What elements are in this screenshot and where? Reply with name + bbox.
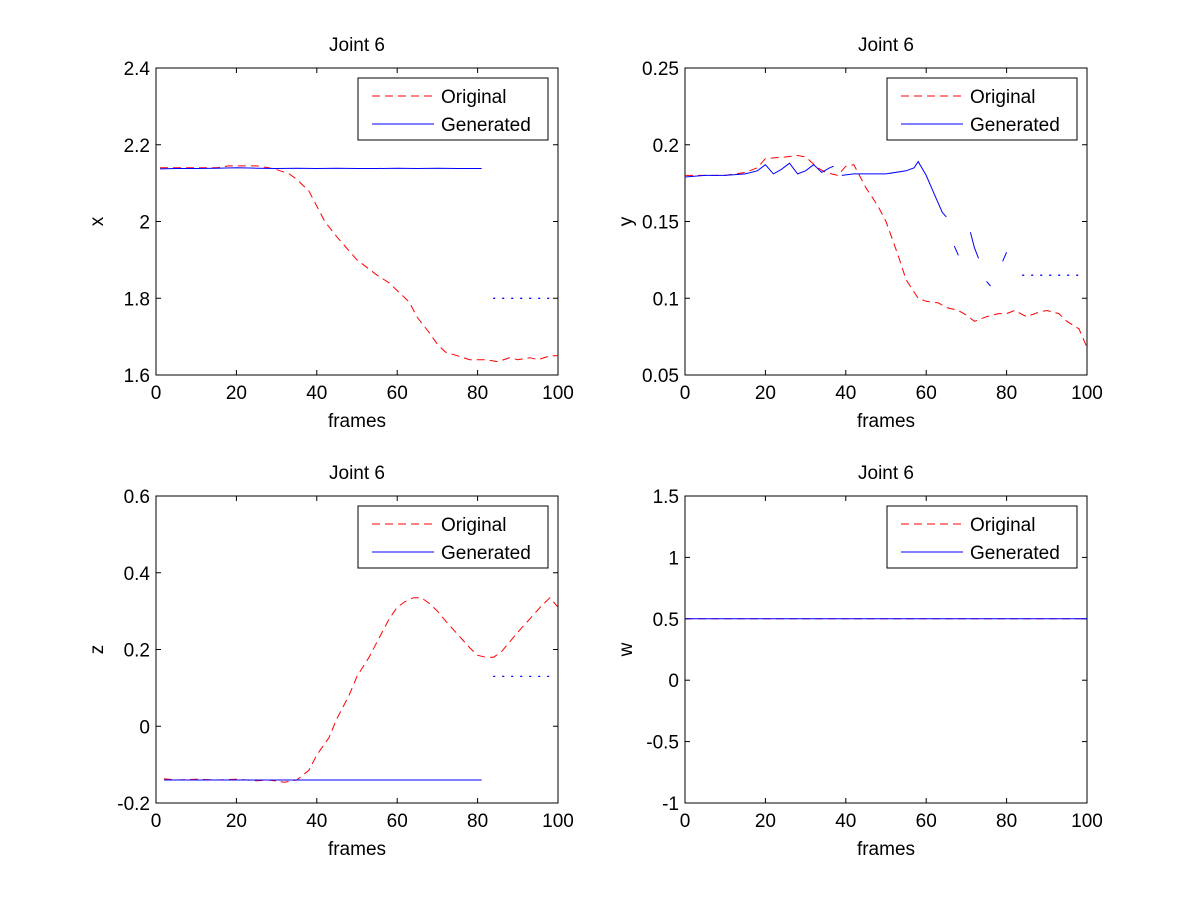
y-tick-label: 2.4 [124, 59, 151, 80]
series-line-original [685, 154, 1087, 348]
x-tick-label: 40 [306, 811, 327, 832]
legend: Original Generated [886, 505, 1078, 569]
y-tick-label: -0.2 [117, 794, 150, 815]
series-line-generated [953, 245, 959, 256]
y-tick-label: 0.6 [124, 487, 150, 508]
legend-label-generated: Generated [970, 115, 1060, 136]
x-axis-label: frames [328, 839, 386, 860]
x-tick-label: 20 [755, 383, 776, 404]
y-tick-label: 1 [668, 548, 679, 569]
x-tick-label: 0 [680, 383, 691, 404]
x-axis-label: frames [857, 411, 915, 432]
x-axis-label: frames [857, 839, 915, 860]
x-tick-label: 80 [467, 811, 488, 832]
axes-frame [684, 495, 1088, 804]
legend: Original Generated [357, 77, 549, 141]
x-tick-label: 60 [387, 383, 408, 404]
y-tick-label: 1.5 [653, 487, 679, 508]
x-tick-label: 0 [151, 383, 162, 404]
y-tick-label: -0.5 [646, 733, 679, 754]
x-tick-label: 40 [306, 383, 327, 404]
y-tick-label: 0.05 [642, 366, 679, 387]
legend-label-original: Original [970, 87, 1035, 108]
chart-title: Joint 6 [858, 463, 914, 484]
x-tick-label: 60 [387, 811, 408, 832]
y-tick-label: 0.15 [642, 213, 679, 234]
legend-label-original: Original [441, 87, 506, 108]
x-tick-label: 80 [996, 383, 1017, 404]
series-line-generated [159, 167, 482, 170]
series-line-generated [685, 162, 834, 178]
y-tick-label: 0.25 [642, 59, 679, 80]
x-tick-label: 20 [226, 383, 247, 404]
chart-title: Joint 6 [329, 35, 385, 56]
y-tick-label: 1.8 [124, 289, 150, 310]
legend-box [357, 505, 549, 569]
y-axis-label: y [616, 216, 637, 226]
y-tick-label: 2.2 [124, 136, 150, 157]
legend-box [886, 77, 1078, 141]
y-tick-label: 0 [668, 671, 679, 692]
series-line-generated [986, 281, 991, 287]
x-tick-label: 20 [226, 811, 247, 832]
y-tick-label: 0.5 [653, 610, 679, 631]
y-axis-label: w [616, 642, 637, 657]
chart-title: Joint 6 [858, 35, 914, 56]
x-tick-label: 40 [835, 383, 856, 404]
y-tick-label: 0.2 [653, 136, 679, 157]
legend-box [357, 77, 549, 141]
legend: Original Generated [357, 505, 549, 569]
series-line-generated [841, 160, 947, 218]
y-tick-label: 0 [139, 717, 150, 738]
legend: Original Generated [886, 77, 1078, 141]
y-axis-label: x [87, 216, 108, 226]
legend-box [886, 505, 1078, 569]
x-tick-label: 0 [151, 811, 162, 832]
x-tick-label: 60 [916, 383, 937, 404]
series-line-original [160, 165, 558, 363]
y-tick-label: 0.1 [653, 289, 679, 310]
y-tick-label: -1 [662, 794, 679, 815]
y-axis-label: z [87, 645, 108, 655]
x-axis-label: frames [328, 411, 386, 432]
x-tick-label: 100 [542, 383, 574, 404]
chart-title: Joint 6 [329, 463, 385, 484]
x-tick-label: 60 [916, 811, 937, 832]
y-tick-label: 0.2 [124, 641, 150, 662]
x-tick-label: 100 [542, 811, 574, 832]
x-tick-label: 40 [835, 811, 856, 832]
subplot-2: 0 20 40 60 80 100 0.05 0.1 0.15 0.2 0.25 Joint 6 fra… [616, 35, 1103, 432]
legend-label-generated: Generated [441, 543, 531, 564]
x-tick-label: 80 [996, 811, 1017, 832]
x-tick-label: 100 [1071, 383, 1103, 404]
legend-label-generated: Generated [441, 115, 531, 136]
y-tick-label: 2 [139, 213, 150, 234]
x-tick-label: 20 [755, 811, 776, 832]
subplot-4: 0 20 40 60 80 100 -1 -0.5 0 0.5 1 1.5 Joint 6 frames w… [616, 463, 1103, 860]
subplot-1: 0 20 40 60 80 100 1.6 1.8 2 2.2 2.4 Joint 6 frames x O… [87, 35, 574, 432]
x-tick-label: 80 [467, 383, 488, 404]
x-tick-label: 100 [1071, 811, 1103, 832]
x-tick-label: 0 [680, 811, 691, 832]
y-tick-label: 0.4 [124, 564, 151, 585]
legend-label-original: Original [970, 515, 1035, 536]
legend-label-original: Original [441, 515, 506, 536]
legend-label-generated: Generated [970, 543, 1060, 564]
series-line-generated [1002, 252, 1008, 262]
series-line-generated [969, 232, 979, 259]
y-tick-label: 1.6 [124, 366, 150, 387]
